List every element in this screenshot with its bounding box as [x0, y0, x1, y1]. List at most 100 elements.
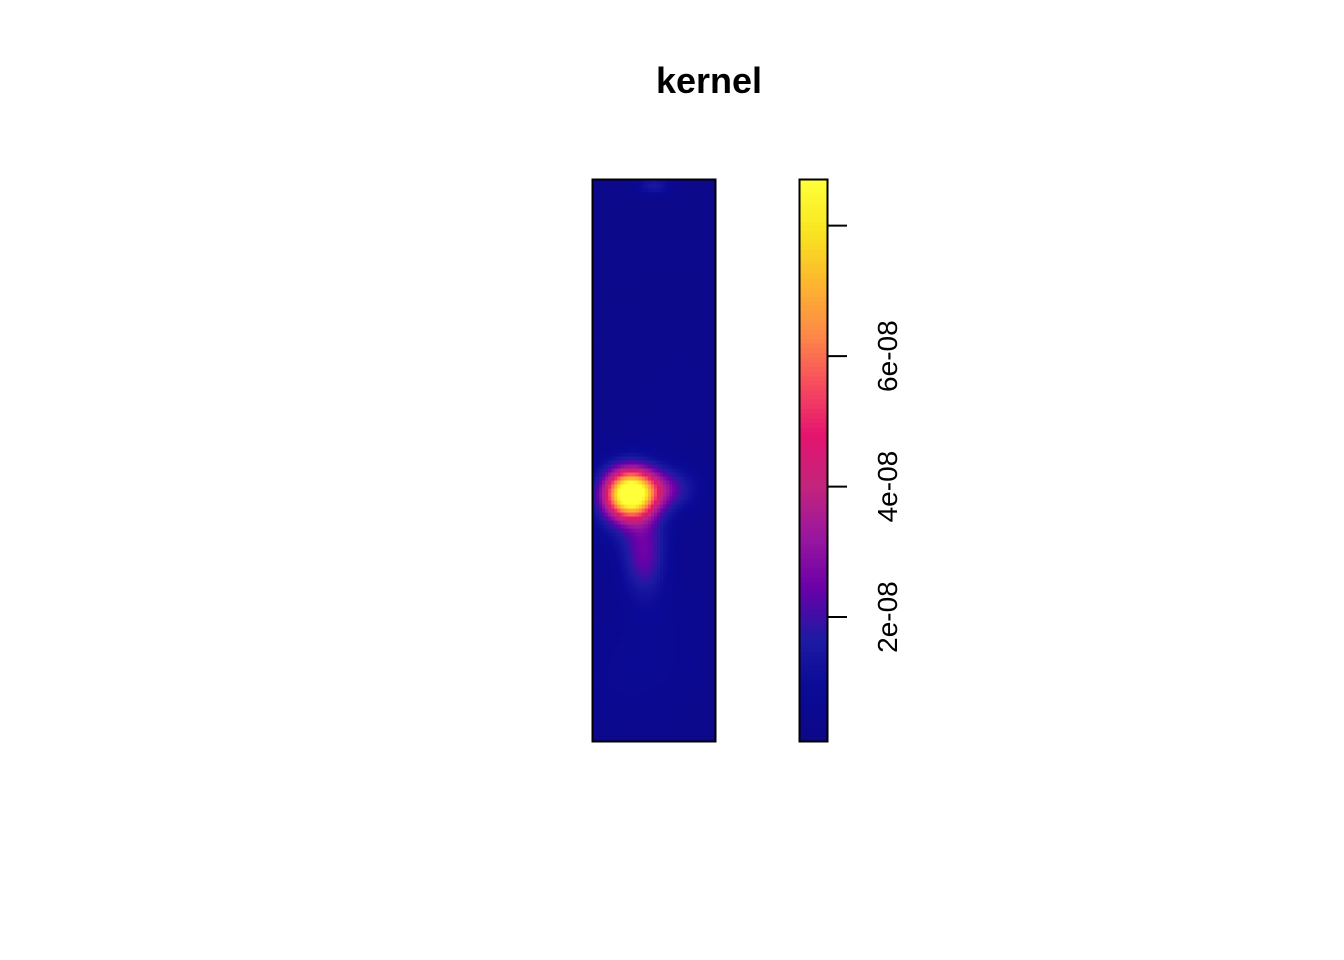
heatmap-cell — [669, 200, 673, 205]
heatmap-cell — [608, 236, 612, 241]
heatmap-cell — [605, 496, 609, 502]
heatmap-cell — [696, 660, 701, 666]
heatmap-cell — [629, 648, 634, 654]
heatmap-cell — [641, 472, 646, 478]
heatmap-cell — [672, 360, 676, 365]
heatmap-cell — [608, 404, 612, 410]
heatmap-cell — [608, 228, 612, 233]
heatmap-cell — [711, 612, 716, 618]
heatmap-cell — [681, 664, 686, 670]
heatmap-cell — [605, 208, 609, 213]
heatmap-cell — [644, 580, 649, 586]
heatmap-cell — [623, 292, 628, 297]
heatmap-cell — [672, 408, 676, 414]
heatmap-cell — [657, 380, 661, 385]
heatmap-cell — [681, 320, 686, 325]
heatmap-cell — [699, 472, 704, 478]
heatmap-cell — [669, 400, 673, 405]
heatmap-cell — [687, 512, 692, 518]
heatmap-cell — [620, 364, 625, 369]
heatmap-cell — [611, 316, 615, 321]
heatmap-cell — [660, 256, 664, 261]
heatmap-cell — [687, 360, 692, 365]
heatmap-cell — [626, 396, 631, 401]
heatmap-cell — [672, 600, 676, 606]
heatmap-cell — [650, 620, 655, 626]
heatmap-cell — [605, 400, 609, 405]
heatmap-cell — [693, 328, 698, 333]
heatmap-cell — [681, 296, 686, 301]
heatmap-cell — [635, 440, 640, 446]
heatmap-cell — [681, 584, 686, 590]
heatmap-cell — [629, 636, 634, 642]
heatmap-cell — [666, 592, 670, 598]
heatmap-cell — [599, 340, 603, 345]
heatmap-cell — [699, 436, 704, 442]
heatmap-cell — [611, 488, 615, 494]
heatmap-cell — [669, 196, 673, 201]
heatmap-cell — [705, 404, 710, 410]
heatmap-cell — [617, 268, 622, 273]
heatmap-cell — [611, 268, 615, 273]
heatmap-cell — [666, 464, 670, 470]
heatmap-cell — [644, 236, 649, 241]
heatmap-cell — [654, 236, 658, 241]
heatmap-cell — [635, 384, 640, 389]
heatmap-cell — [593, 584, 597, 590]
heatmap-cell — [663, 624, 667, 630]
heatmap-cell — [617, 412, 622, 418]
heatmap-cell — [663, 508, 667, 514]
heatmap-cell — [702, 616, 707, 622]
heatmap-cell — [638, 648, 643, 654]
heatmap-cell — [605, 376, 609, 381]
heatmap-cell — [617, 212, 622, 217]
heatmap-cell — [690, 604, 695, 610]
heatmap-cell — [623, 672, 628, 678]
heatmap-cell — [693, 536, 698, 542]
heatmap-cell — [638, 312, 643, 317]
heatmap-cell — [696, 212, 701, 217]
heatmap-cell — [666, 508, 670, 514]
heatmap-cell — [657, 324, 661, 329]
heatmap-cell — [593, 272, 597, 277]
heatmap-cell — [608, 416, 612, 422]
heatmap-cell — [678, 188, 683, 193]
heatmap-cell — [629, 500, 634, 506]
heatmap-cell — [666, 588, 670, 594]
heatmap-cell — [626, 616, 631, 622]
heatmap-cell — [593, 260, 597, 265]
heatmap-cell — [669, 300, 673, 305]
heatmap-cell — [663, 316, 667, 321]
heatmap-cell — [708, 212, 713, 217]
heatmap-cell — [687, 604, 692, 610]
heatmap-cell — [614, 224, 618, 229]
heatmap-cell — [681, 396, 686, 401]
heatmap-cell — [693, 296, 698, 301]
heatmap-cell — [708, 536, 713, 542]
heatmap-cell — [629, 316, 634, 321]
heatmap-cell — [699, 448, 704, 454]
heatmap-cell — [708, 292, 713, 297]
heatmap-cell — [675, 464, 679, 470]
heatmap-cell — [602, 180, 606, 185]
heatmap-cell — [699, 552, 704, 558]
heatmap-cell — [647, 244, 652, 249]
heatmap-cell — [602, 204, 606, 209]
heatmap-cell — [693, 284, 698, 289]
heatmap-cell — [654, 480, 658, 486]
heatmap-cell — [650, 264, 655, 269]
heatmap-cell — [678, 316, 683, 321]
heatmap-cell — [614, 264, 618, 269]
heatmap-cell — [675, 368, 679, 373]
heatmap-cell — [663, 568, 667, 574]
heatmap-cell — [620, 192, 625, 197]
heatmap-cell — [678, 448, 683, 454]
heatmap-cell — [623, 332, 628, 337]
heatmap-cell — [699, 268, 704, 273]
heatmap-cell — [663, 460, 667, 466]
heatmap-cell — [693, 476, 698, 482]
heatmap-cell — [672, 596, 676, 602]
heatmap-cell — [623, 212, 628, 217]
heatmap-cell — [696, 312, 701, 317]
heatmap-panel — [591, 178, 717, 743]
